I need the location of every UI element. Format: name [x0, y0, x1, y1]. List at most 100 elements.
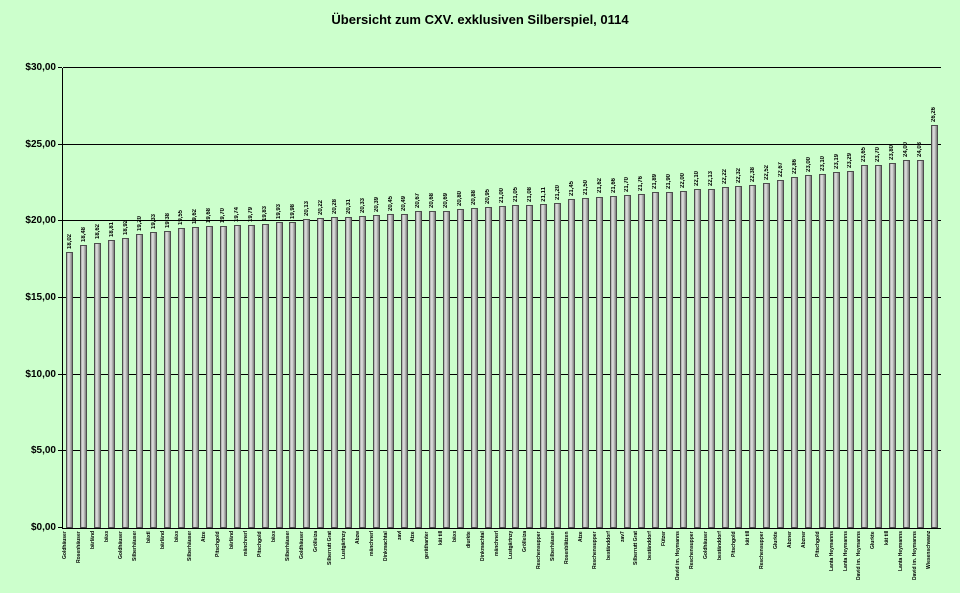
bar	[665, 192, 673, 528]
x-axis-category-label: Silberhäuser	[549, 531, 556, 562]
bar-slot: 19,70	[216, 68, 230, 528]
bar	[66, 251, 74, 528]
bar-slot: 21,89	[648, 68, 662, 528]
bar-value-label: 20,28	[331, 199, 338, 215]
bar-slot: 20,28	[328, 68, 342, 528]
bar-value-label: 21,70	[624, 177, 631, 193]
bar	[275, 222, 283, 528]
bar-value-label: 23,65	[861, 147, 868, 163]
bar-slot: 20,22	[314, 68, 328, 528]
bar	[763, 182, 771, 528]
bar-slot: 21,50	[579, 68, 593, 528]
x-axis-category-label: bäxx	[173, 531, 180, 543]
bar-slot: 21,08	[523, 68, 537, 528]
bar-slot: 20,31	[342, 68, 356, 528]
bar-slot: 20,33	[356, 68, 370, 528]
x-axis-category-label: bärländ	[89, 531, 96, 550]
bar-slot: 21,90	[662, 68, 676, 528]
x-axis-category-label: Pitschgold	[257, 531, 264, 557]
x-axis-category-label: bärländ	[229, 531, 236, 550]
bar	[414, 211, 422, 528]
bar	[359, 216, 367, 528]
bar	[261, 223, 269, 528]
bar-slot: 18,02	[63, 68, 77, 528]
x-axis-category-label: bäxx	[103, 531, 110, 543]
bar-slot: 19,79	[244, 68, 258, 528]
bar-value-label: 26,26	[931, 107, 938, 123]
bar-slot: 19,74	[230, 68, 244, 528]
bar-slot: 22,86	[788, 68, 802, 528]
x-axis-category-label: zav7	[619, 531, 626, 542]
x-axis-category-label: Abzw	[354, 531, 361, 545]
bar-slot: 20,13	[300, 68, 314, 528]
bar-value-label: 20,88	[471, 189, 478, 205]
bar	[498, 206, 506, 528]
x-axis-category-label: Silberrutt Grat	[633, 531, 640, 565]
bar-slot: 21,45	[565, 68, 579, 528]
bar-value-label: 21,76	[638, 176, 645, 192]
bar-value-label: 19,38	[164, 212, 171, 228]
bar-slot: 21,11	[537, 68, 551, 528]
bar	[442, 210, 450, 528]
y-axis-tick-label: $30,00	[25, 62, 56, 73]
bar	[791, 177, 799, 528]
bar-value-label: 23,19	[833, 154, 840, 170]
x-axis-category-label: Silberhäuser	[187, 531, 194, 562]
x-axis-category-label: Pitschgold	[731, 531, 737, 557]
x-axis-category-label: geräthanter	[424, 531, 431, 559]
bar	[554, 202, 562, 528]
bar-value-label: 20,45	[387, 196, 394, 212]
bar-slot: 21,00	[495, 68, 509, 528]
bar-slot: 23,19	[830, 68, 844, 528]
gridline	[63, 143, 941, 145]
bar-value-label: 19,20	[136, 215, 143, 231]
bar	[387, 214, 395, 528]
bar	[721, 187, 729, 528]
y-axis-tick-mark	[58, 297, 62, 298]
x-axis-category-label: Glurkte	[772, 531, 779, 549]
bar-slot: 21,62	[593, 68, 607, 528]
bar-slot: 23,29	[844, 68, 858, 528]
chart-title: Übersicht zum CXV. exklusiven Silberspie…	[331, 12, 629, 27]
bar	[164, 230, 172, 528]
bar	[540, 204, 548, 528]
y-axis-tick-label: $5,00	[30, 445, 56, 457]
bar	[373, 215, 381, 528]
bar	[819, 173, 827, 528]
bar	[400, 213, 408, 528]
x-axis-category-label: Rosenhäuser	[75, 531, 82, 563]
x-axis-category-label: Ätze	[201, 531, 208, 542]
x-axis-category-label: Lanta Heymanns	[828, 531, 835, 572]
bar-value-label: 21,62	[596, 178, 603, 194]
bar	[289, 221, 297, 528]
bar-slot: 19,83	[258, 68, 272, 528]
x-axis-category-label: beständdorf	[605, 531, 612, 560]
bar-slot: 22,32	[732, 68, 746, 528]
bar	[916, 159, 924, 528]
y-axis-tick-mark	[58, 527, 62, 528]
bar-value-label: 20,95	[485, 188, 492, 204]
bar	[651, 192, 659, 528]
x-axis-category-label: bäxx	[271, 531, 278, 543]
x-axis-category-label: zavl	[396, 531, 403, 541]
bar	[94, 242, 102, 528]
x-axis-category-label: Dinkmachtal	[382, 531, 389, 561]
bar	[470, 207, 478, 528]
x-axis-category-label: beständdorf	[717, 531, 724, 560]
bar	[177, 228, 185, 528]
bar	[512, 205, 520, 528]
x-axis-category-label: Ätze	[410, 531, 417, 542]
x-axis-category-label: kät till	[884, 531, 891, 546]
x-axis-category-label: Silberhäuser	[131, 531, 138, 562]
x-axis-category-label: beständdorf	[647, 531, 654, 560]
bar	[610, 195, 618, 528]
bar-value-label: 20,49	[401, 195, 408, 211]
bar-value-label: 20,39	[373, 197, 380, 213]
y-axis-tick-label: $0,00	[30, 522, 56, 533]
bar	[331, 217, 339, 528]
bar-value-label: 22,52	[763, 164, 770, 180]
bar-value-label: 23,80	[889, 145, 896, 161]
bar-value-label: 19,74	[234, 207, 241, 223]
bar-slot: 20,49	[398, 68, 412, 528]
bar-value-label: 21,08	[526, 186, 533, 202]
